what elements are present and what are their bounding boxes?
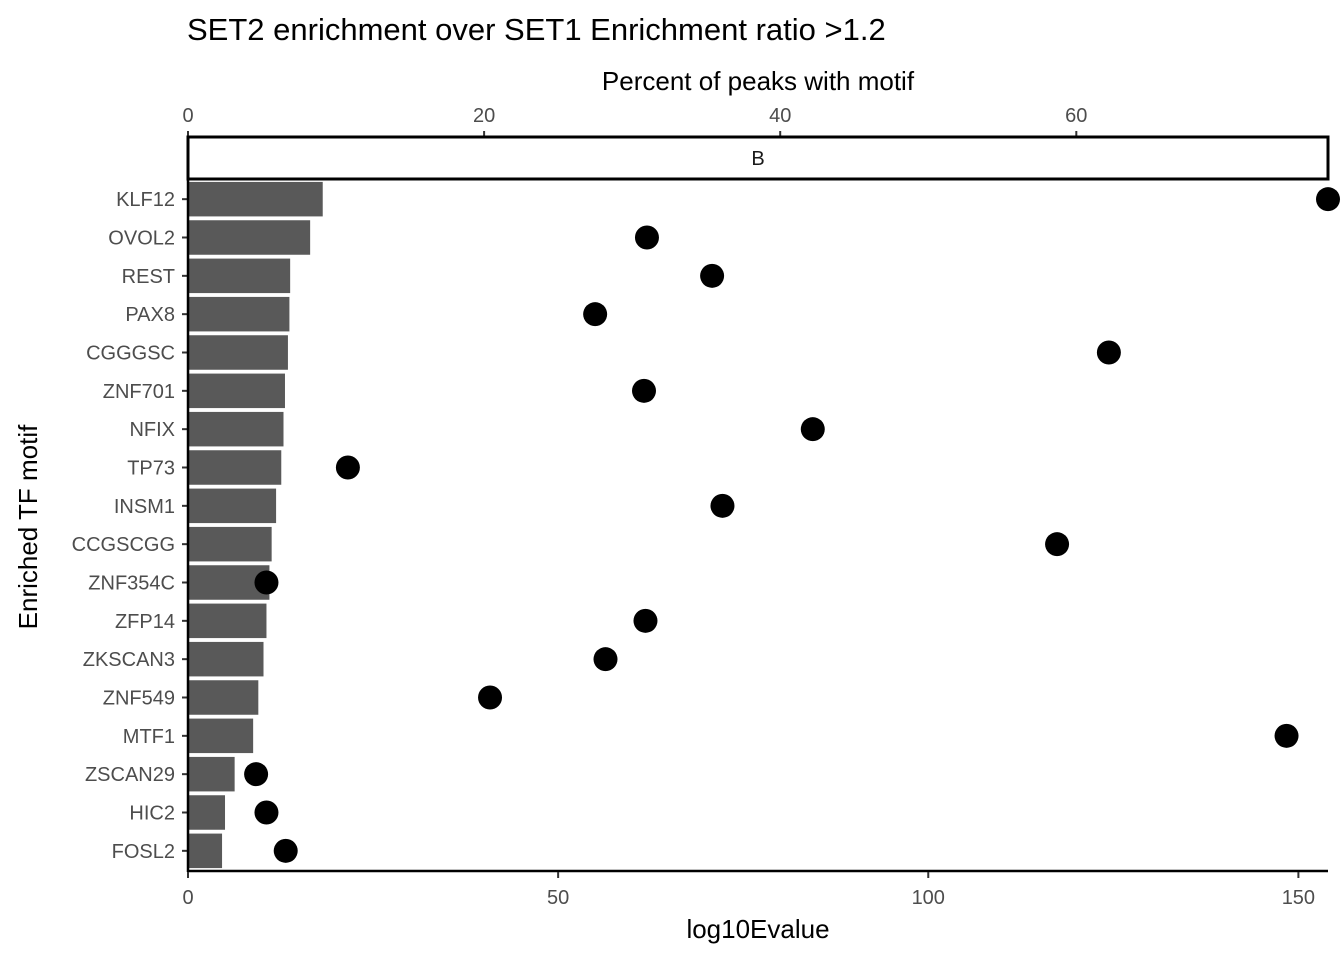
chart-title: SET2 enrichment over SET1 Enrichment rat… (187, 12, 886, 47)
top-x-tick-label: 0 (182, 105, 193, 127)
x-tick-label: 100 (912, 887, 945, 909)
point-znf354c (254, 570, 279, 595)
y-tick-label: CGGGSC (86, 343, 175, 365)
bar-nfix (188, 411, 284, 447)
point-klf12 (1316, 187, 1340, 212)
bar-tp73 (188, 450, 282, 485)
y-tick-label: CCGSCGG (72, 534, 175, 556)
top-x-tick-label: 60 (1065, 105, 1087, 127)
y-tick-label: ZKSCAN3 (83, 649, 175, 671)
point-ccgscgg (1045, 532, 1070, 557)
y-tick-label: PAX8 (125, 304, 175, 326)
point-znf549 (478, 685, 503, 710)
secondary-x-axis-title: Percent of peaks with motif (602, 66, 915, 96)
y-tick-label: KLF12 (116, 189, 175, 211)
bar-rest (188, 258, 291, 294)
bar-insm1 (188, 488, 277, 524)
y-tick-label: INSM1 (114, 496, 175, 518)
bar-cgggsc (188, 335, 288, 370)
point-zfp14 (633, 608, 658, 633)
point-tp73 (335, 455, 360, 480)
y-tick-label: HIC2 (129, 803, 175, 825)
point-zkscan3 (593, 647, 618, 672)
bottom-x-axis: 0 50 100 150 (182, 869, 1328, 909)
point-znf701 (632, 378, 656, 403)
y-tick-label: ZNF701 (103, 381, 175, 403)
y-tick-label: FOSL2 (112, 841, 175, 863)
y-tick-label: ZNF354C (88, 573, 175, 595)
point-ovol2 (634, 225, 659, 250)
y-tick-label: ZFP14 (115, 611, 175, 633)
bar-zscan29 (188, 756, 235, 792)
facet-strip-box (186, 135, 1330, 181)
y-tick-label: MTF1 (123, 726, 175, 748)
y-axis: KLF12 OVOL2 REST PAX8 CGGGSC ZNF701 NFIX TP73 IN… (72, 180, 190, 872)
y-tick-label: ZNF549 (103, 688, 175, 710)
bar-zfp14 (188, 603, 267, 639)
x-tick-label: 150 (1282, 887, 1315, 909)
point-pax8 (583, 302, 608, 327)
point-series (244, 187, 1340, 863)
top-x-tick-label: 20 (473, 105, 495, 127)
y-tick-label: ZSCAN29 (85, 764, 175, 786)
y-axis-title: Enriched TF motif (13, 424, 43, 629)
bar-hic2 (188, 795, 226, 830)
x-tick-label: 50 (547, 887, 569, 909)
bar-znf701 (188, 373, 285, 409)
point-zscan29 (244, 762, 269, 787)
bar-series (188, 181, 323, 869)
bar-klf12 (188, 181, 323, 217)
top-x-axis: 0 20 40 60 (182, 105, 1087, 137)
bar-pax8 (188, 296, 290, 332)
point-hic2 (254, 800, 279, 825)
point-rest (700, 263, 725, 288)
bar-zkscan3 (188, 641, 264, 677)
point-nfix (800, 417, 825, 442)
facet-label: B (751, 148, 764, 170)
y-tick-label: NFIX (129, 419, 175, 441)
point-mtf1 (1274, 723, 1299, 748)
point-cgggsc (1096, 340, 1121, 365)
y-tick-label: TP73 (127, 458, 175, 480)
bar-ovol2 (188, 220, 311, 255)
y-tick-label: OVOL2 (108, 228, 175, 250)
bar-ccgscgg (188, 526, 272, 562)
x-tick-label: 0 (182, 887, 193, 909)
bar-mtf1 (188, 718, 254, 754)
x-axis-title: log10Evalue (686, 914, 829, 944)
bar-fosl2 (188, 833, 223, 869)
point-fosl2 (273, 838, 298, 863)
y-tick-label: REST (122, 266, 175, 288)
top-x-tick-label: 40 (769, 105, 791, 127)
bar-znf549 (188, 680, 259, 715)
facet-strip: B (186, 135, 1330, 181)
point-insm1 (710, 493, 735, 518)
